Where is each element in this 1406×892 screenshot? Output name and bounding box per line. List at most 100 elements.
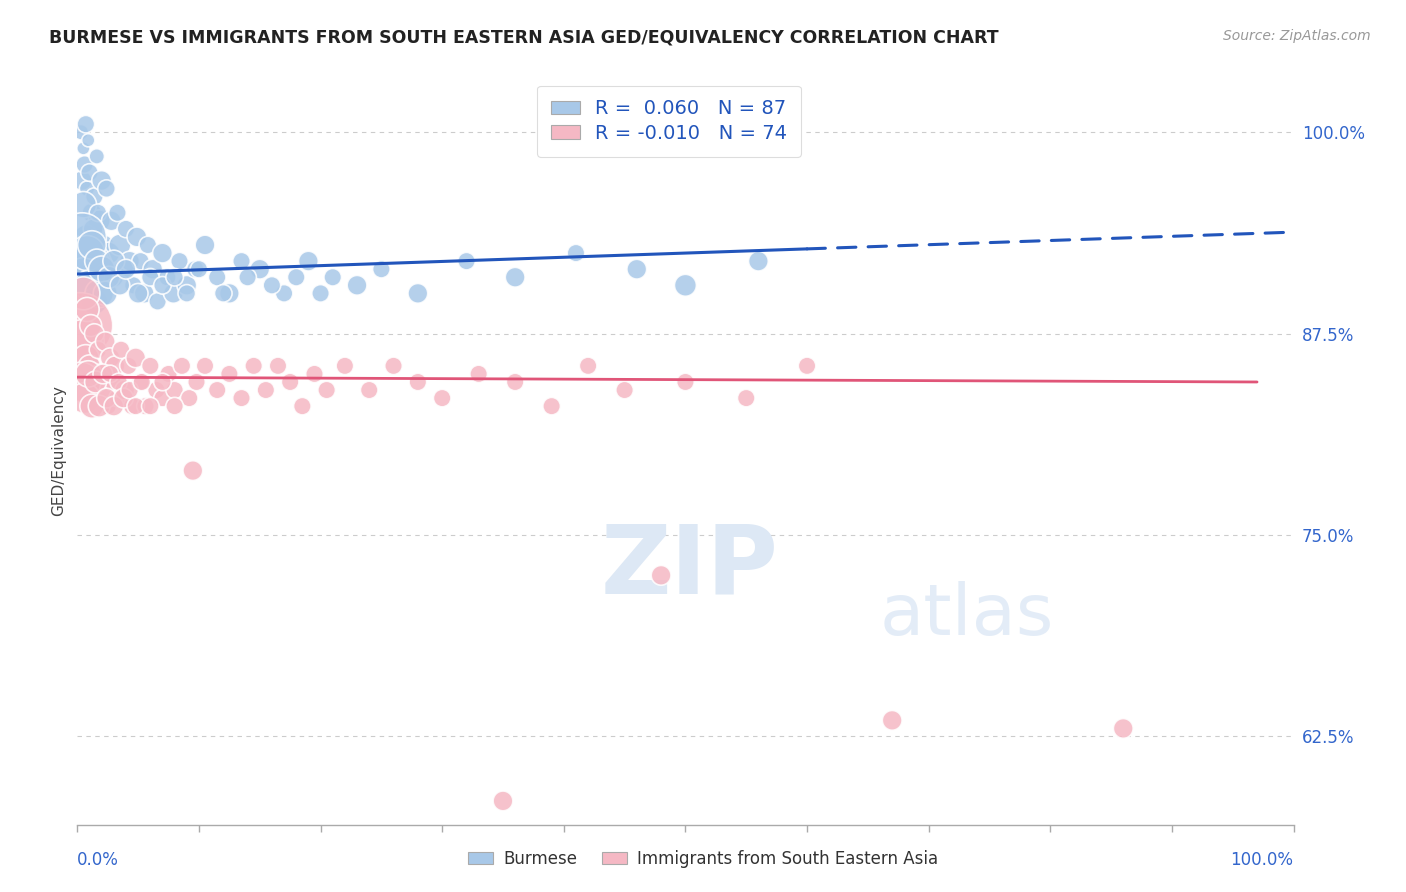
Point [91,367,114,381]
Point [322,270,344,285]
Point [79,278,101,293]
Point [80,206,103,220]
Point [80,399,103,413]
Point [108,278,131,293]
Point [304,367,326,381]
Point [406,286,429,301]
Point [104,359,127,373]
Point [79,254,101,268]
Point [346,278,368,293]
Point [112,391,135,405]
Point [218,367,240,381]
Point [162,286,184,301]
Point [69,318,91,333]
Point [76,246,98,260]
Point [70,375,93,389]
Point [142,262,165,277]
Point [492,794,515,808]
Point [156,270,179,285]
Point [650,568,672,582]
Text: ZIP: ZIP [600,521,778,614]
Point [89,214,111,228]
Point [115,222,138,236]
Point [163,399,186,413]
Point [107,375,129,389]
Point [84,375,107,389]
Point [157,367,180,381]
Point [72,286,94,301]
Legend: Burmese, Immigrants from South Eastern Asia: Burmese, Immigrants from South Eastern A… [461,844,945,875]
Legend: R =  0.060   N = 87, R = -0.010   N = 74: R = 0.060 N = 87, R = -0.010 N = 74 [537,86,801,157]
Point [249,262,271,277]
Point [882,714,904,728]
Point [83,189,105,203]
Point [188,262,211,277]
Y-axis label: GED/Equivalency: GED/Equivalency [51,385,66,516]
Point [163,383,186,397]
Point [89,399,111,413]
Point [73,157,96,171]
Point [75,117,97,131]
Text: atlas: atlas [880,581,1054,650]
Point [125,351,148,365]
Point [747,254,769,268]
Point [90,173,112,187]
Point [86,254,108,268]
Point [70,230,93,244]
Point [110,343,132,357]
Point [267,359,290,373]
Point [94,334,117,349]
Point [152,278,174,293]
Point [205,383,228,397]
Point [242,359,264,373]
Point [69,262,91,277]
Point [139,270,162,285]
Point [194,359,217,373]
Point [278,375,301,389]
Point [136,238,159,252]
Point [184,262,207,277]
Point [315,383,337,397]
Point [152,246,174,260]
Point [79,165,101,179]
Point [107,206,129,220]
Point [291,399,314,413]
Point [76,181,98,195]
Point [84,262,107,277]
Point [169,254,191,268]
Point [218,286,240,301]
Point [236,270,259,285]
Point [73,391,96,405]
Point [117,359,139,373]
Point [70,334,93,349]
Point [82,222,104,236]
Point [231,391,253,405]
Point [540,399,562,413]
Point [254,383,277,397]
Point [382,359,405,373]
Point [129,375,152,389]
Point [77,133,100,147]
Point [675,278,697,293]
Point [96,181,118,195]
Point [359,383,381,397]
Point [134,399,156,413]
Point [186,375,208,389]
Point [1112,722,1135,736]
Point [91,383,114,397]
Point [70,173,93,187]
Text: 0.0%: 0.0% [77,851,120,870]
Point [97,399,120,413]
Point [285,270,308,285]
Point [87,343,110,357]
Point [675,375,697,389]
Point [735,391,758,405]
Point [796,359,818,373]
Point [86,149,108,163]
Text: BURMESE VS IMMIGRANTS FROM SOUTH EASTERN ASIA GED/EQUIVALENCY CORRELATION CHART: BURMESE VS IMMIGRANTS FROM SOUTH EASTERN… [49,29,998,46]
Point [176,286,198,301]
Point [70,125,93,139]
Point [131,375,153,389]
Point [139,359,162,373]
Point [97,246,120,260]
